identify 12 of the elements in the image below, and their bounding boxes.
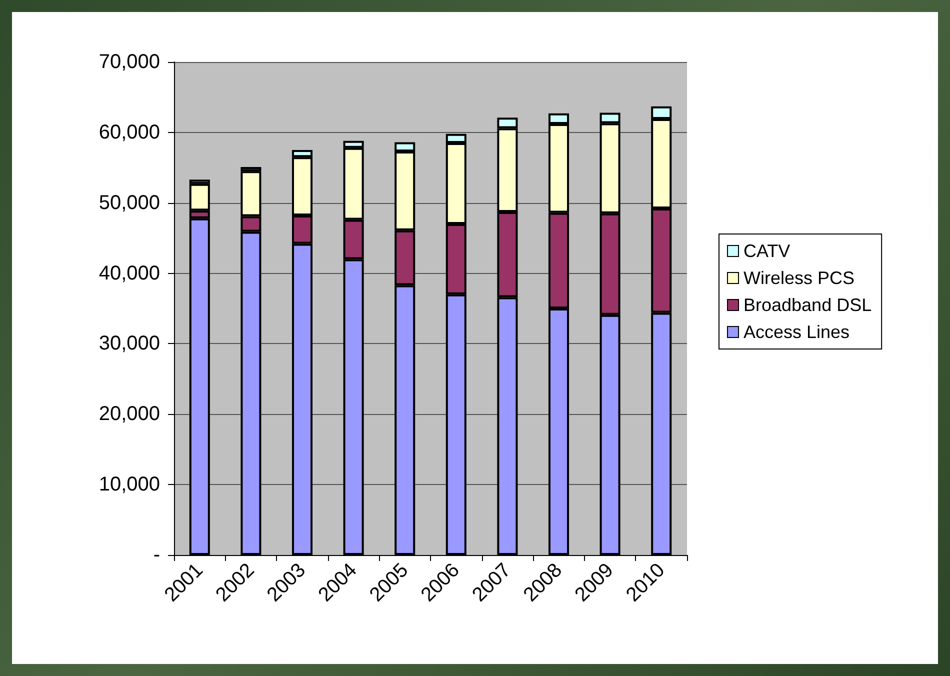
legend-label: Access Lines <box>744 322 850 342</box>
y-tick-label: - <box>153 544 160 566</box>
y-tick-label: 60,000 <box>98 121 160 144</box>
y-tick-label: 70,000 <box>98 51 160 73</box>
legend-label: CATV <box>744 241 790 261</box>
y-tick-label: 50,000 <box>98 192 160 214</box>
y-tick-label: 30,000 <box>98 332 160 355</box>
y-tick-label: 40,000 <box>98 262 160 284</box>
legend-label: Wireless PCS <box>744 268 855 288</box>
legend-label: Broadband DSL <box>744 295 872 315</box>
y-tick-label: 20,000 <box>98 403 160 426</box>
y-tick-label: 10,000 <box>98 474 160 496</box>
